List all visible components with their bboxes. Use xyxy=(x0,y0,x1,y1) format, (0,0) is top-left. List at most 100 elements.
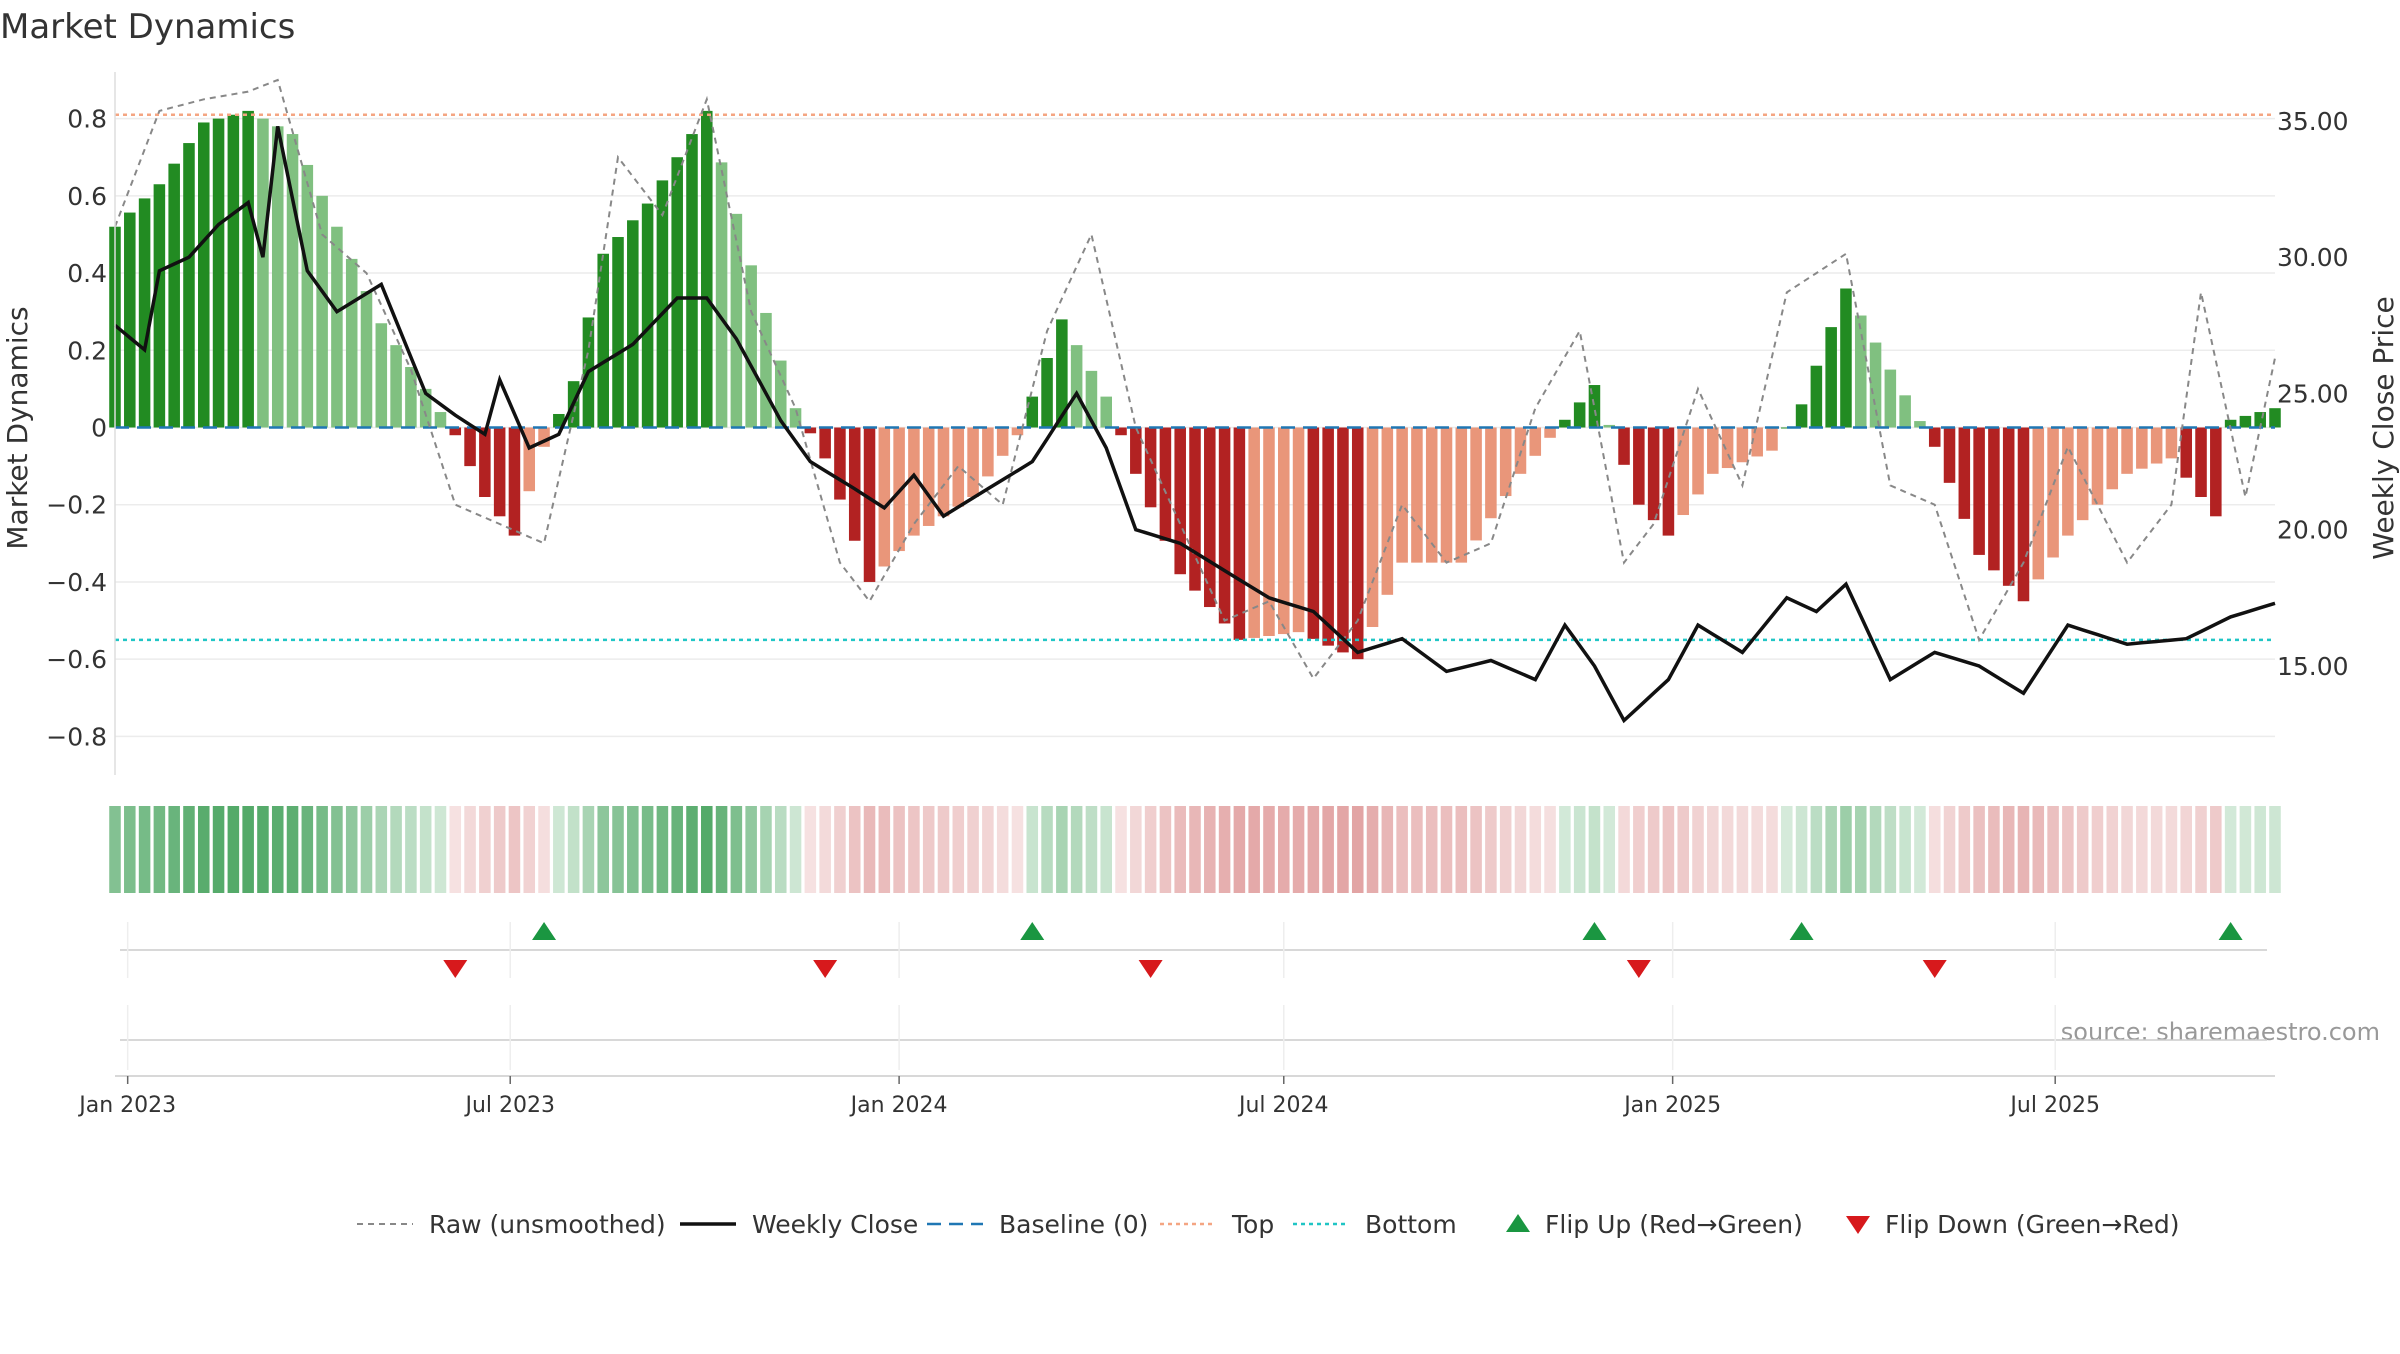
dynamics-bar xyxy=(1899,395,1911,428)
dynamics-bar xyxy=(197,122,210,428)
regime-cell xyxy=(774,806,787,893)
legend-item: Flip Up (Red→Green) xyxy=(1506,1210,1803,1239)
regime-cell xyxy=(1751,806,1763,893)
dynamics-bar xyxy=(789,408,802,428)
regime-cell xyxy=(1085,806,1098,893)
y-axis-label-left: Market Dynamics xyxy=(1,306,34,549)
dynamics-bar xyxy=(508,427,521,536)
regime-cell xyxy=(908,806,920,893)
legend: Raw (unsmoothed) Weekly Close Baseline (0)… xyxy=(357,1210,2180,1239)
dynamics-bar xyxy=(2210,427,2222,517)
dynamics-bar xyxy=(2150,427,2163,464)
regime-cell xyxy=(1174,806,1186,893)
regime-cell xyxy=(2269,806,2281,893)
dynamics-bar xyxy=(1677,427,1689,516)
flip-up-marker xyxy=(2218,922,2243,940)
dynamics-bar xyxy=(168,163,180,428)
regime-cell xyxy=(138,806,151,893)
dynamics-bar xyxy=(1573,402,1586,428)
dynamics-bar xyxy=(2224,419,2237,428)
dynamics-bar xyxy=(1056,319,1068,428)
regime-cell xyxy=(701,806,713,893)
dynamics-bar xyxy=(1721,427,1734,469)
raw-series-line xyxy=(114,78,2276,681)
regime-cell xyxy=(1914,806,1926,893)
regime-cell xyxy=(1825,806,1837,893)
dynamics-bar xyxy=(1603,424,1616,428)
regime-cell xyxy=(1100,806,1113,893)
regime-cell xyxy=(1470,806,1482,893)
regime-cell xyxy=(1277,806,1290,893)
flip-down-marker xyxy=(813,960,838,978)
flip-up-marker xyxy=(532,922,557,940)
dynamics-bar xyxy=(345,258,358,428)
dynamics-bar xyxy=(1322,427,1334,646)
regime-cell xyxy=(449,806,462,893)
regime-cell xyxy=(434,806,447,893)
dynamics-bar xyxy=(1233,427,1246,640)
legend-item: Flip Down (Green→Red) xyxy=(1846,1210,2180,1239)
regime-cell xyxy=(1292,806,1305,893)
regime-cell xyxy=(671,806,683,893)
legend-swatch xyxy=(1846,1216,1870,1234)
dynamics-bar xyxy=(1736,427,1749,463)
regime-cell xyxy=(1958,806,1971,893)
regime-cell xyxy=(1973,806,1985,893)
weekly-close-line xyxy=(113,125,2276,724)
dynamics-bar xyxy=(2165,427,2178,459)
regime-cell xyxy=(271,806,284,893)
dynamics-bar xyxy=(316,195,328,428)
regime-cell xyxy=(1795,806,1808,893)
regime-cell xyxy=(464,806,476,893)
regime-cell xyxy=(1322,806,1334,893)
dynamics-bar xyxy=(1292,427,1305,633)
regime-cell xyxy=(1351,806,1364,893)
dynamics-bar xyxy=(1647,427,1660,521)
regime-cell xyxy=(2136,806,2148,893)
regime-cell xyxy=(1573,806,1586,893)
regime-cell xyxy=(375,806,388,893)
regime-cell xyxy=(109,806,121,893)
regime-cell xyxy=(1840,806,1852,893)
dynamics-bar xyxy=(922,427,935,526)
dynamics-bar xyxy=(1529,427,1542,456)
dynamics-bar xyxy=(715,162,728,428)
regime-cell xyxy=(597,806,609,893)
dynamics-bar xyxy=(331,226,343,428)
dynamics-bar xyxy=(1455,427,1468,563)
flip-panel xyxy=(120,922,2267,978)
regime-cell xyxy=(1499,806,1512,893)
dynamics-bar xyxy=(493,427,506,517)
regime-cell xyxy=(1781,806,1793,893)
y-tick-left-label: −0.6 xyxy=(46,645,107,674)
legend-label: Flip Up (Red→Green) xyxy=(1545,1210,1803,1239)
regime-cell xyxy=(2195,806,2207,893)
regime-cell xyxy=(257,806,269,893)
regime-cell xyxy=(301,806,314,893)
legend-swatch xyxy=(1506,1214,1530,1232)
flip-down-marker xyxy=(1626,960,1651,978)
dynamics-bar xyxy=(1218,427,1231,624)
x-tick-label: Jul 2025 xyxy=(2008,1093,2100,1118)
dynamics-bar xyxy=(449,427,462,436)
dynamics-bar xyxy=(2047,427,2059,558)
dynamics-bar xyxy=(2239,415,2252,428)
dynamics-bar xyxy=(641,203,654,428)
dynamics-bar xyxy=(1174,427,1186,575)
dynamics-bar xyxy=(2180,427,2193,478)
dynamics-bar xyxy=(1943,427,1956,483)
regime-cell xyxy=(1026,806,1039,893)
dynamics-bar xyxy=(745,265,757,428)
regime-cell xyxy=(1647,806,1660,893)
regime-cell xyxy=(2002,806,2015,893)
regime-cell xyxy=(1662,806,1675,893)
dynamics-bar xyxy=(212,118,225,428)
dynamics-bar xyxy=(1248,427,1260,638)
regime-cell xyxy=(715,806,728,893)
regime-cell xyxy=(1070,806,1083,893)
regime-cell xyxy=(922,806,935,893)
regime-cell xyxy=(834,806,846,893)
dynamics-bar xyxy=(1070,345,1083,428)
regime-cell xyxy=(508,806,521,893)
